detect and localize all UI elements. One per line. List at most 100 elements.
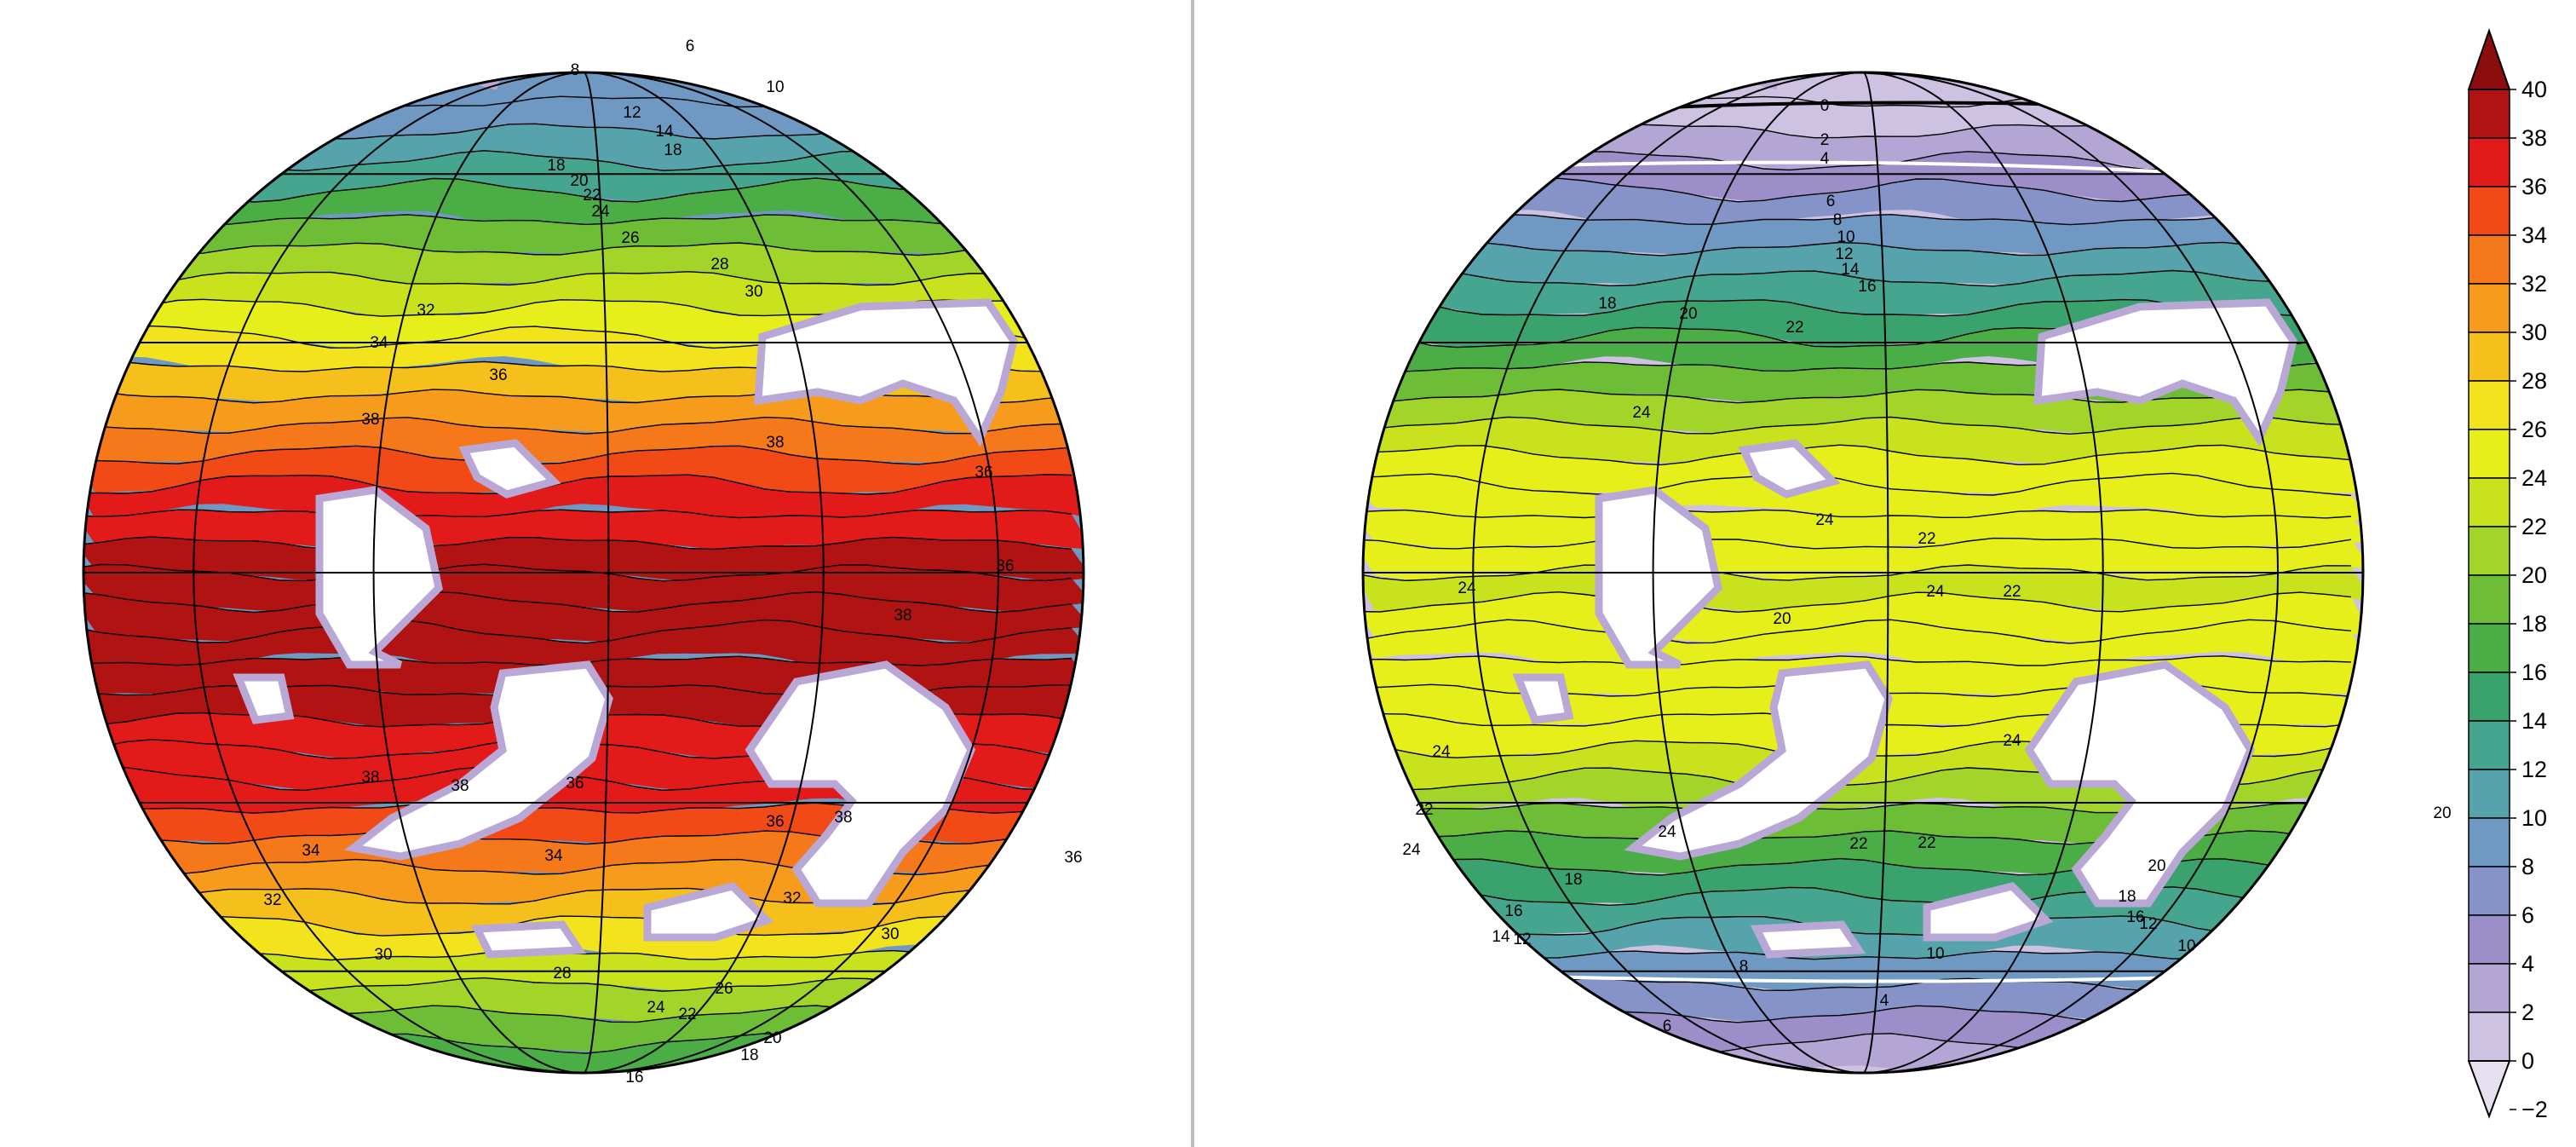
contour-label: 30 bbox=[374, 946, 392, 964]
colorbar-tick-label: 10 bbox=[2521, 805, 2547, 831]
colorbar-swatches bbox=[2468, 89, 2510, 1062]
contour-label: 22 bbox=[1785, 319, 1803, 337]
landmass bbox=[233, 673, 295, 724]
contour-line bbox=[1363, 472, 2352, 497]
landmass bbox=[1090, 605, 1103, 631]
contour-line bbox=[83, 887, 1072, 906]
contour-label: 22 bbox=[1849, 835, 1867, 853]
contour-line bbox=[1363, 416, 2352, 435]
globe-outline-right bbox=[1361, 71, 2365, 1075]
contour-label: 32 bbox=[783, 890, 801, 908]
contour-label: 38 bbox=[361, 769, 379, 787]
left-globe: 6810121418182022242628303234363838363836… bbox=[82, 37, 1116, 1086]
contour-line bbox=[83, 416, 1072, 435]
contour-label: 30 bbox=[745, 283, 762, 301]
contour-label: 38 bbox=[834, 809, 852, 827]
contour-label: 24 bbox=[1658, 823, 1676, 841]
colorbar-swatch bbox=[2468, 769, 2510, 819]
colorbar-swatch bbox=[2468, 623, 2510, 673]
contour-line bbox=[83, 509, 1072, 519]
contour-label: 24 bbox=[1632, 404, 1651, 422]
colorbar-swatch bbox=[2468, 1012, 2510, 1062]
contour-label: 20 bbox=[570, 172, 588, 190]
colorbar-tick-label: 0 bbox=[2521, 1048, 2534, 1074]
colorbar-tick-label: 28 bbox=[2521, 368, 2547, 394]
contour-line bbox=[83, 474, 1072, 495]
temperature-band bbox=[83, 446, 1084, 494]
colorbar-tick-label: 16 bbox=[2521, 660, 2547, 685]
colorbar-swatch bbox=[2468, 477, 2510, 527]
landmass bbox=[1750, 920, 1866, 959]
contour-label: 20 bbox=[2433, 804, 2451, 822]
contour-label: 30 bbox=[881, 925, 899, 943]
contour-label: 36 bbox=[566, 775, 584, 793]
colorbar-tick-label: 14 bbox=[2521, 708, 2547, 734]
contour-line bbox=[83, 445, 1072, 465]
landmass bbox=[643, 882, 774, 942]
temperature-band bbox=[83, 271, 1084, 318]
contour-label: 20 bbox=[1773, 610, 1791, 628]
contour-label: 36 bbox=[996, 557, 1014, 575]
temperature-band bbox=[1363, 270, 2363, 317]
colorbar-swatch bbox=[2468, 331, 2510, 382]
contour-line bbox=[83, 619, 1072, 644]
landmass bbox=[344, 660, 613, 861]
contour-label: 12 bbox=[2139, 915, 2157, 933]
meridian-line bbox=[1652, 72, 1864, 1073]
contour-line bbox=[1363, 655, 2352, 667]
contour-line bbox=[1363, 241, 2352, 256]
meridian-line bbox=[1862, 72, 2104, 1073]
colorbar-tick-label: 22 bbox=[2521, 514, 2547, 539]
contour-label: 16 bbox=[1858, 278, 1876, 296]
colorbar-swatch bbox=[2468, 283, 2510, 333]
contour-line bbox=[1363, 564, 2352, 582]
landmass bbox=[1512, 673, 1574, 724]
contour-label: 22 bbox=[1918, 530, 1935, 548]
contour-label: 36 bbox=[766, 813, 784, 831]
contour-label: 6 bbox=[686, 37, 695, 55]
contour-label: 6 bbox=[1663, 1017, 1672, 1035]
colorbar-swatch bbox=[2468, 963, 2510, 1013]
temperature-band bbox=[1363, 389, 2363, 434]
colorbar-tick-label: 20 bbox=[2521, 562, 2547, 588]
temperature-band bbox=[83, 417, 1084, 463]
contour-label: 2 bbox=[1820, 131, 1830, 149]
contour-label: 16 bbox=[625, 1069, 643, 1086]
landmass bbox=[745, 660, 976, 908]
colorbar-tick-label: 8 bbox=[2521, 854, 2534, 879]
contour-label: 32 bbox=[263, 891, 281, 909]
colorbar-over-arrow bbox=[2467, 27, 2511, 90]
landmass bbox=[1595, 486, 1722, 669]
colorbar-tick-label: 38 bbox=[2521, 125, 2547, 151]
colorbar-tick-label: 18 bbox=[2521, 611, 2547, 637]
contour-label: 10 bbox=[1926, 945, 1944, 963]
contour-line bbox=[83, 389, 1072, 404]
contour-label: 20 bbox=[1679, 305, 1697, 323]
contour-label: 10 bbox=[766, 78, 784, 96]
contour-label: 14 bbox=[655, 123, 674, 141]
graticule-right bbox=[1363, 72, 2363, 1073]
colorbar-swatch bbox=[2468, 137, 2510, 187]
meridian-line bbox=[372, 72, 584, 1073]
contour-line bbox=[83, 242, 1072, 256]
contour-label: 34 bbox=[370, 334, 388, 352]
contour-label: 16 bbox=[2126, 908, 2144, 926]
landmass bbox=[458, 439, 561, 499]
contour-label: 14 bbox=[1841, 261, 1860, 279]
contour-label: 24 bbox=[2003, 732, 2021, 750]
contour-line bbox=[1363, 591, 2352, 614]
meridian-line bbox=[583, 72, 825, 1073]
temperature-band bbox=[83, 178, 1084, 232]
temperature-band bbox=[1363, 915, 2363, 968]
contour-label: 38 bbox=[766, 434, 784, 452]
contour-line bbox=[83, 858, 1072, 876]
globe-outline-left bbox=[82, 71, 1085, 1075]
landmass bbox=[1107, 528, 1116, 545]
colorbar-swatch bbox=[2468, 817, 2510, 867]
contour-label: 22 bbox=[2003, 583, 2021, 601]
contour-label: 32 bbox=[417, 302, 434, 320]
temperature-band bbox=[1363, 178, 2363, 233]
contour-line bbox=[1363, 269, 2352, 287]
contour-label: 36 bbox=[489, 366, 507, 384]
